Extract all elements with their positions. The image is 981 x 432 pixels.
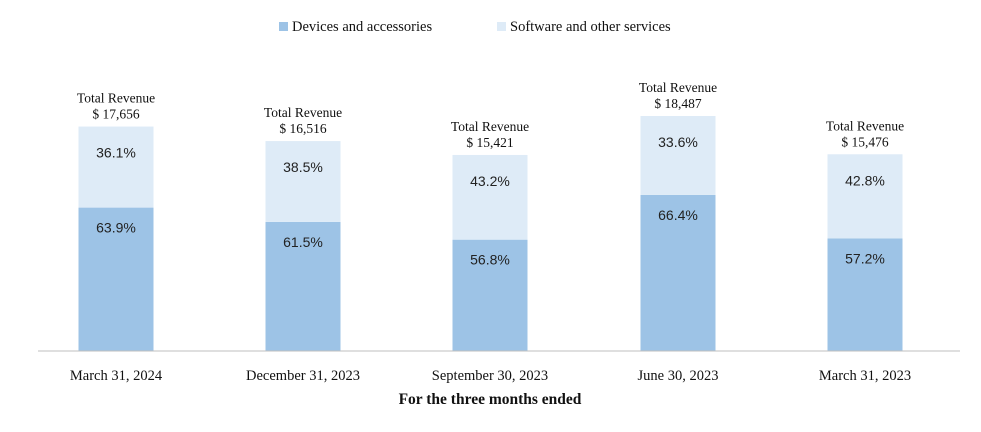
x-tick-labels: March 31, 2024 December 31, 2023 September…: [70, 368, 911, 384]
legend: Devices and accessories Software and oth…: [279, 19, 671, 35]
data-label-software-4: 42.8%: [845, 172, 885, 188]
bar-software-2: [452, 154, 528, 240]
x-tick-label-2: September 30, 2023: [432, 368, 548, 384]
bar-devices-4: [827, 238, 903, 351]
bar-devices-3: [640, 194, 716, 351]
total-revenue-value-2: $ 15,421: [466, 135, 513, 150]
data-label-software-1: 38.5%: [283, 159, 323, 175]
bar-software-1: [265, 141, 341, 222]
data-label-devices-1: 61.5%: [283, 234, 323, 250]
x-axis-title: For the three months ended: [399, 391, 582, 408]
data-label-software-3: 33.6%: [658, 134, 698, 150]
bars-group: 63.9%36.1%Total Revenue$ 17,65661.5%38.5…: [77, 80, 904, 351]
bar-devices-0: [78, 207, 154, 351]
total-revenue-label-3: Total Revenue: [639, 80, 717, 95]
total-revenue-value-4: $ 15,476: [841, 134, 889, 149]
data-label-devices-3: 66.4%: [658, 207, 698, 223]
data-label-software-0: 36.1%: [96, 145, 136, 161]
bar-software-0: [78, 126, 154, 208]
bar-devices-2: [452, 239, 528, 351]
total-revenue-value-0: $ 17,656: [92, 107, 140, 122]
bar-software-3: [640, 116, 716, 195]
x-tick-label-4: March 31, 2023: [819, 368, 911, 384]
total-revenue-label-4: Total Revenue: [826, 118, 904, 133]
x-tick-label-3: June 30, 2023: [638, 368, 719, 384]
total-revenue-label-2: Total Revenue: [451, 119, 529, 134]
legend-swatch-software: [497, 22, 506, 31]
data-label-devices-4: 57.2%: [845, 250, 885, 266]
x-tick-label-1: December 31, 2023: [246, 368, 360, 384]
data-label-software-2: 43.2%: [470, 173, 510, 189]
total-revenue-value-3: $ 18,487: [654, 96, 702, 111]
total-revenue-label-1: Total Revenue: [264, 105, 342, 120]
total-revenue-label-0: Total Revenue: [77, 91, 155, 106]
bar-devices-1: [265, 221, 341, 351]
x-tick-label-0: March 31, 2024: [70, 368, 163, 384]
data-label-devices-0: 63.9%: [96, 220, 136, 236]
legend-swatch-devices: [279, 22, 288, 31]
data-label-devices-2: 56.8%: [470, 252, 510, 268]
legend-label-software: Software and other services: [510, 19, 671, 35]
bar-software-4: [827, 154, 903, 239]
legend-label-devices: Devices and accessories: [292, 19, 432, 35]
total-revenue-value-1: $ 16,516: [279, 121, 327, 136]
